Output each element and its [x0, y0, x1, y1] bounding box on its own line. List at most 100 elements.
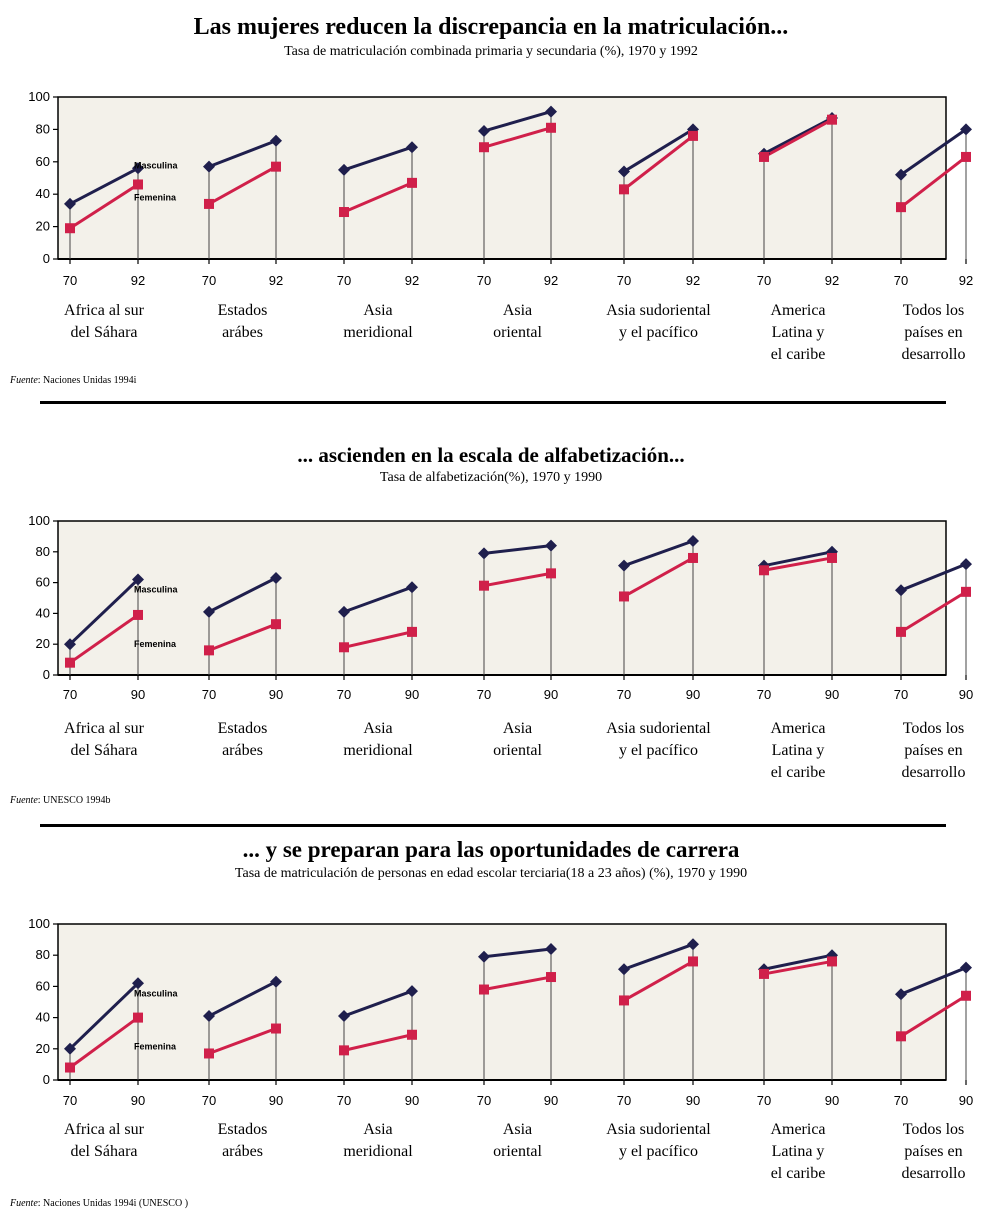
data-point-male: [132, 162, 144, 175]
category-label-line: del Sáhara: [70, 742, 138, 759]
chart-title: ... ascienden en la escala de alfabetiza…: [297, 443, 685, 467]
category-label-line: arábes: [222, 324, 263, 341]
series-line-female: [483, 975, 552, 991]
data-point-male: [270, 571, 282, 584]
series-line-male: [483, 947, 552, 959]
series-label-male: Masculina: [134, 160, 179, 170]
x-tick-label: 70: [617, 1093, 631, 1108]
data-point-male: [338, 605, 350, 618]
category-label: Asia sudoriental y el pacífico: [579, 718, 739, 762]
y-tick-label: 40: [36, 186, 50, 201]
source-note: Fuente: UNESCO 1994b: [10, 795, 111, 806]
series-line-female: [343, 630, 413, 649]
data-point-male: [406, 581, 418, 594]
data-point-male: [270, 975, 282, 988]
data-point-male: [478, 950, 490, 963]
series-line-female: [483, 126, 552, 149]
category-label: Asia oriental: [438, 1119, 598, 1163]
data-point-female: [407, 177, 417, 188]
x-tick-label: 92: [959, 273, 973, 288]
data-point-male: [406, 141, 418, 154]
category-label-line: Asia sudoriental: [606, 1121, 711, 1138]
data-point-female: [133, 1012, 143, 1023]
category-label: Asia meridional: [298, 1119, 458, 1163]
y-tick-label: 100: [28, 513, 50, 528]
x-tick-label: 90: [405, 687, 419, 702]
category-label: America Latina y el caribe: [718, 300, 878, 366]
category-label-line: y el pacífico: [618, 324, 699, 341]
data-point-female: [759, 151, 769, 162]
data-point-female: [961, 990, 971, 1001]
category-label-line: Estados: [217, 720, 268, 737]
data-point-female: [688, 130, 698, 141]
series-line-female: [763, 959, 833, 976]
line-chart-literacy: 0 20 40 60 80 100 70 90 70 90 70 90 70 90 70 90 70 90 70 90…: [28, 513, 973, 702]
category-label-line: el caribe: [770, 346, 826, 363]
y-tick-label: 20: [36, 636, 50, 651]
series-line-male: [900, 966, 967, 996]
data-point-female: [827, 552, 837, 563]
x-tick-label: 90: [686, 1093, 700, 1108]
data-point-female: [204, 198, 214, 209]
y-tick-label: 80: [36, 947, 50, 962]
category-label: Africa al sur del Sáhara: [24, 1119, 184, 1163]
x-tick-label: 90: [825, 687, 839, 702]
x-tick-label: 70: [337, 687, 351, 702]
y-tick-label: 100: [28, 89, 50, 104]
data-point-female: [479, 984, 489, 995]
series-line-female: [483, 571, 552, 588]
x-tick-label: 70: [63, 687, 77, 702]
data-point-female: [65, 223, 75, 234]
category-label-line: Asia sudoriental: [606, 302, 711, 319]
series-line-female: [623, 960, 694, 1002]
source-text: UNESCO 1994b: [43, 795, 111, 806]
category-label-line: America: [770, 720, 826, 737]
plot-area: [57, 923, 947, 1081]
series-label-female: Femenina: [134, 192, 177, 202]
data-point-female: [619, 591, 629, 602]
data-point-female: [688, 552, 698, 563]
series-line-female: [900, 590, 967, 634]
series-line-male: [763, 116, 833, 156]
y-tick-label: 80: [36, 121, 50, 136]
data-point-female: [546, 568, 556, 579]
category-label-line: arábes: [222, 1143, 263, 1160]
series-line-male: [208, 980, 277, 1018]
data-point-male: [338, 1010, 350, 1023]
category-label-line: desarrollo: [901, 346, 966, 363]
x-tick-label: 70: [757, 273, 771, 288]
series-line-female: [763, 118, 833, 159]
source-label: Fuente: [10, 1198, 38, 1209]
category-label-line: el caribe: [770, 1165, 826, 1182]
series-line-female: [900, 155, 967, 209]
data-point-female: [339, 642, 349, 653]
category-label-line: Asia sudoriental: [606, 720, 711, 737]
x-tick-label: 90: [825, 1093, 839, 1108]
category-label: America Latina y el caribe: [718, 1119, 878, 1185]
data-point-male: [64, 197, 76, 210]
x-tick-label: 92: [131, 273, 145, 288]
data-point-female: [339, 207, 349, 218]
data-point-male: [545, 105, 557, 118]
series-line-female: [763, 556, 833, 572]
source-text: Naciones Unidas 1994i: [43, 375, 137, 386]
category-label-line: meridional: [343, 1143, 413, 1160]
data-point-male: [478, 125, 490, 138]
x-tick-label: 70: [477, 1093, 491, 1108]
series-line-female: [208, 622, 277, 652]
series-label-male: Masculina: [134, 585, 179, 595]
category-label-line: Asia: [363, 1121, 393, 1138]
data-point-female: [407, 1029, 417, 1040]
x-tick-label: 90: [544, 1093, 558, 1108]
category-label-line: Asia: [502, 302, 533, 319]
data-point-female: [759, 968, 769, 979]
y-tick-label: 80: [36, 544, 50, 559]
category-label-line: Latina y: [771, 324, 825, 341]
category-label-line: oriental: [493, 742, 542, 759]
x-tick-label: 70: [894, 273, 908, 288]
data-point-female: [827, 114, 837, 125]
data-point-female: [961, 586, 971, 597]
category-label-line: Asia: [502, 1121, 533, 1138]
x-tick-label: 70: [63, 1093, 77, 1108]
y-tick-label: 20: [36, 1041, 50, 1056]
